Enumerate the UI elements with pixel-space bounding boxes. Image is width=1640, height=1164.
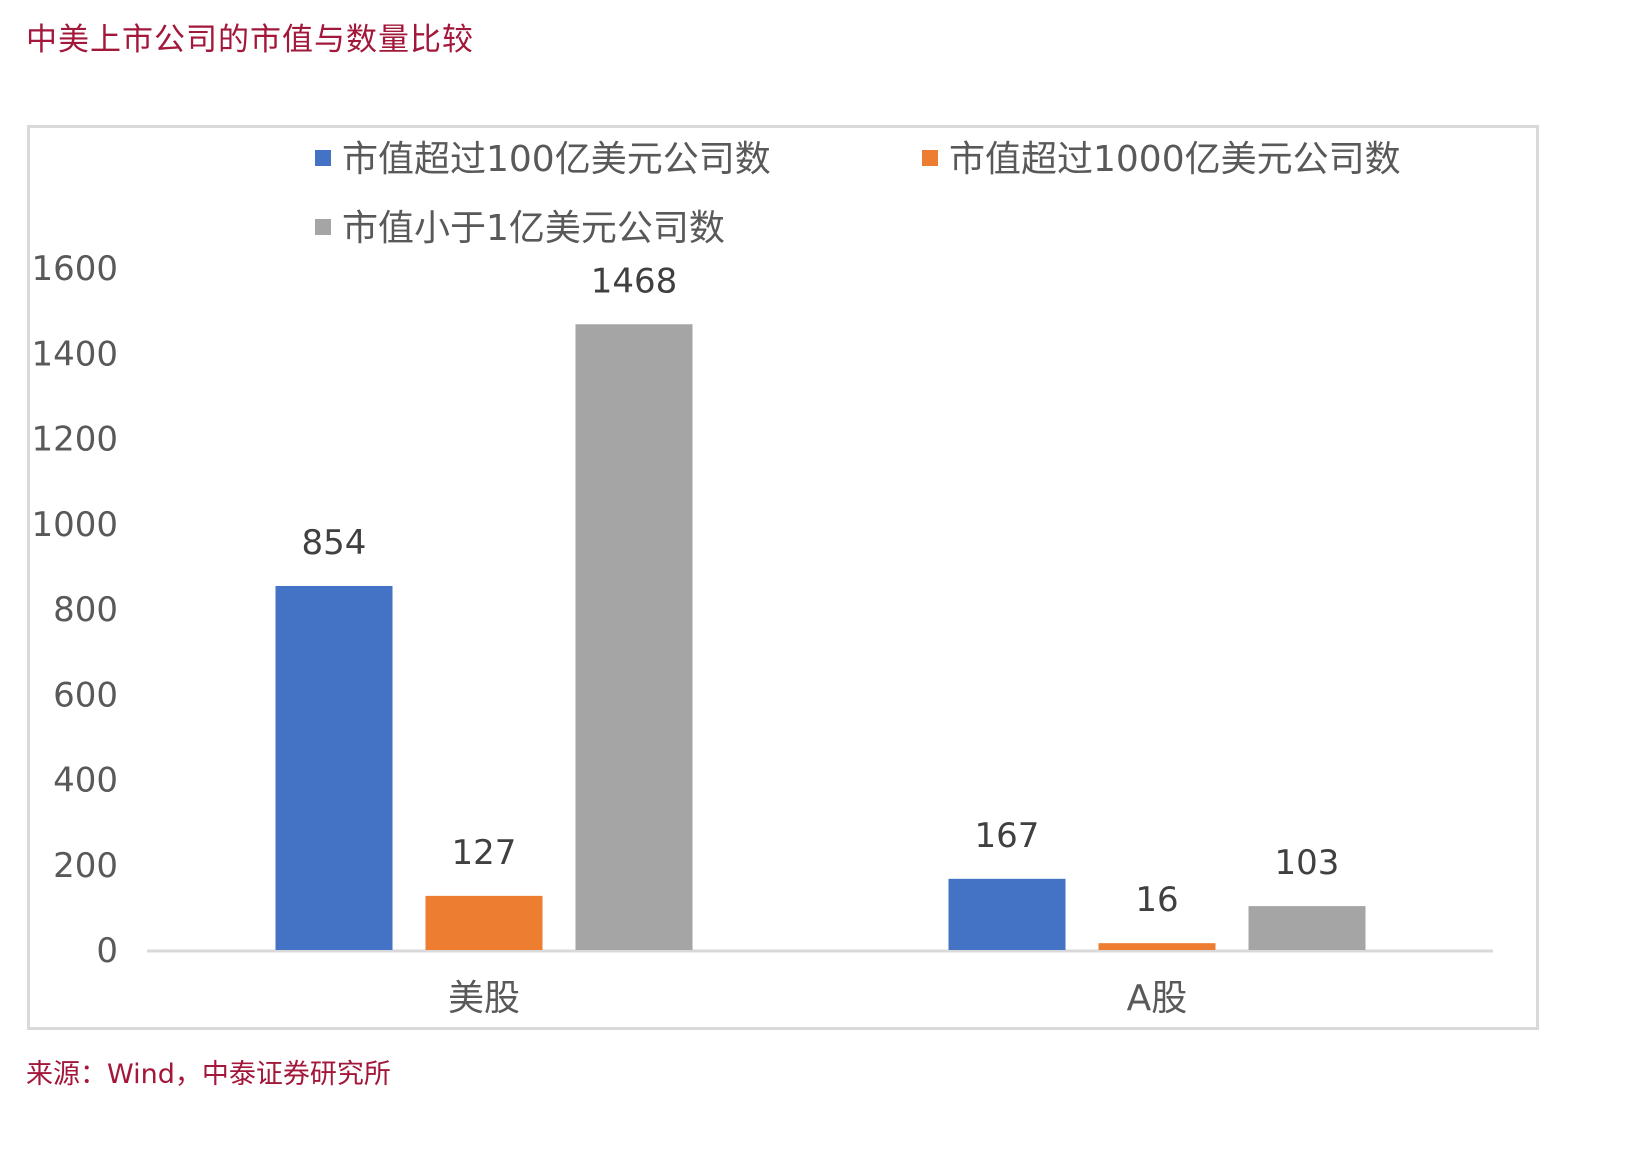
- y-tick-label: 800: [53, 590, 118, 630]
- chart-title: 中美上市公司的市值与数量比较: [26, 22, 474, 58]
- legend-swatch: [922, 150, 938, 166]
- data-label: 16: [1135, 880, 1178, 920]
- bar: [275, 585, 393, 950]
- bar: [948, 878, 1066, 950]
- legend-entry-label: 市值超过1000亿美元公司数: [949, 139, 1401, 180]
- data-label: 103: [1275, 843, 1340, 883]
- bar: [1098, 943, 1216, 950]
- bars: [275, 324, 1366, 950]
- data-label: 167: [975, 816, 1040, 856]
- x-category-label: A股: [1127, 978, 1188, 1019]
- y-tick-label: 1400: [31, 334, 118, 374]
- data-label: 854: [302, 523, 367, 563]
- y-tick-label: 0: [96, 931, 118, 971]
- y-tick-label: 200: [53, 846, 118, 886]
- legend-swatch: [315, 150, 331, 166]
- bar: [425, 895, 543, 950]
- y-tick-label: 1600: [31, 249, 118, 289]
- data-labels: 854 127 1468 167 16 103: [302, 261, 1340, 920]
- data-label: 1468: [591, 261, 678, 301]
- legend-entry-label: 市值小于1亿美元公司数: [342, 208, 725, 249]
- y-axis-tick-labels: 0 200 400 600 800 1000 1200 1400 1600: [31, 249, 118, 971]
- legend-swatch: [315, 219, 331, 235]
- source-note: 来源：Wind，中泰证券研究所: [26, 1059, 391, 1090]
- y-tick-label: 400: [53, 761, 118, 801]
- y-tick-label: 1200: [31, 420, 118, 460]
- bar: [1248, 906, 1366, 950]
- bar: [575, 324, 693, 950]
- legend-entry-label: 市值超过100亿美元公司数: [342, 139, 771, 180]
- y-tick-label: 600: [53, 675, 118, 715]
- data-label: 127: [452, 833, 517, 873]
- x-axis-category-labels: 美股 A股: [448, 978, 1187, 1019]
- x-category-label: 美股: [448, 978, 520, 1019]
- y-tick-label: 1000: [31, 505, 118, 545]
